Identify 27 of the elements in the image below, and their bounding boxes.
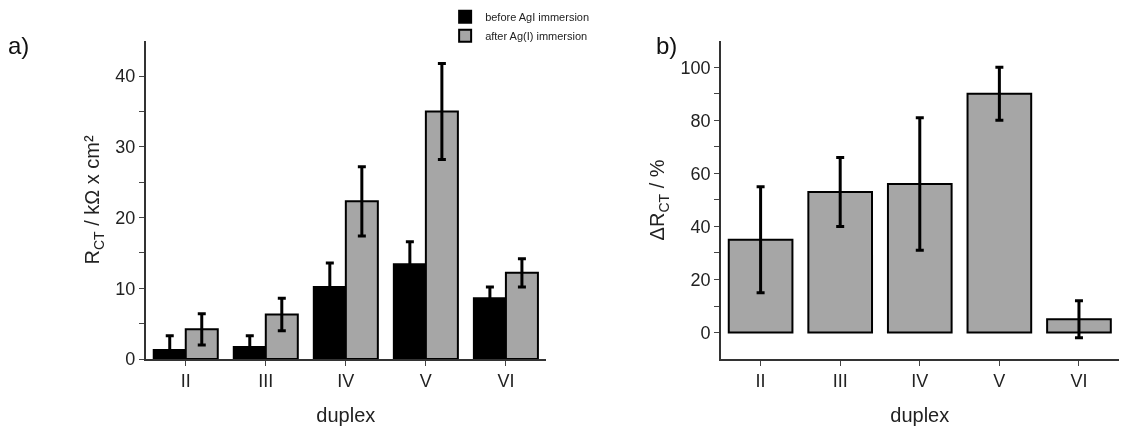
x-tick-label: III — [258, 371, 274, 392]
x-axis-title: duplex — [890, 404, 950, 427]
y-tick-label: 0 — [700, 322, 711, 343]
chart-title: b) — [656, 32, 678, 59]
legend-label: before AgI immersion — [485, 10, 590, 23]
y-tick-label: 20 — [690, 269, 711, 290]
chart-title: a) — [8, 32, 30, 59]
y-tick-label: 100 — [680, 57, 711, 78]
x-tick-label: II — [755, 371, 766, 392]
y-tick-label: 10 — [115, 278, 136, 299]
x-tick-label: VI — [1070, 371, 1088, 392]
x-tick-label: II — [180, 371, 191, 392]
legend-label: after Ag(I) immersion — [485, 29, 588, 42]
y-tick-label: 40 — [690, 216, 711, 237]
x-tick-label: V — [419, 371, 432, 392]
x-tick-label: III — [832, 371, 848, 392]
x-tick-label: IV — [911, 371, 929, 392]
y-tick-label: 0 — [125, 349, 136, 370]
y-tick-label: 40 — [115, 66, 136, 87]
y-tick-label: 80 — [690, 110, 711, 131]
y-tick-label: 20 — [115, 207, 136, 228]
y-tick-label: 60 — [690, 163, 711, 184]
x-axis-title: duplex — [316, 404, 376, 427]
x-tick-label: VI — [497, 371, 515, 392]
y-tick-label: 30 — [115, 137, 136, 158]
x-tick-label: V — [993, 371, 1006, 392]
x-tick-label: IV — [337, 371, 355, 392]
